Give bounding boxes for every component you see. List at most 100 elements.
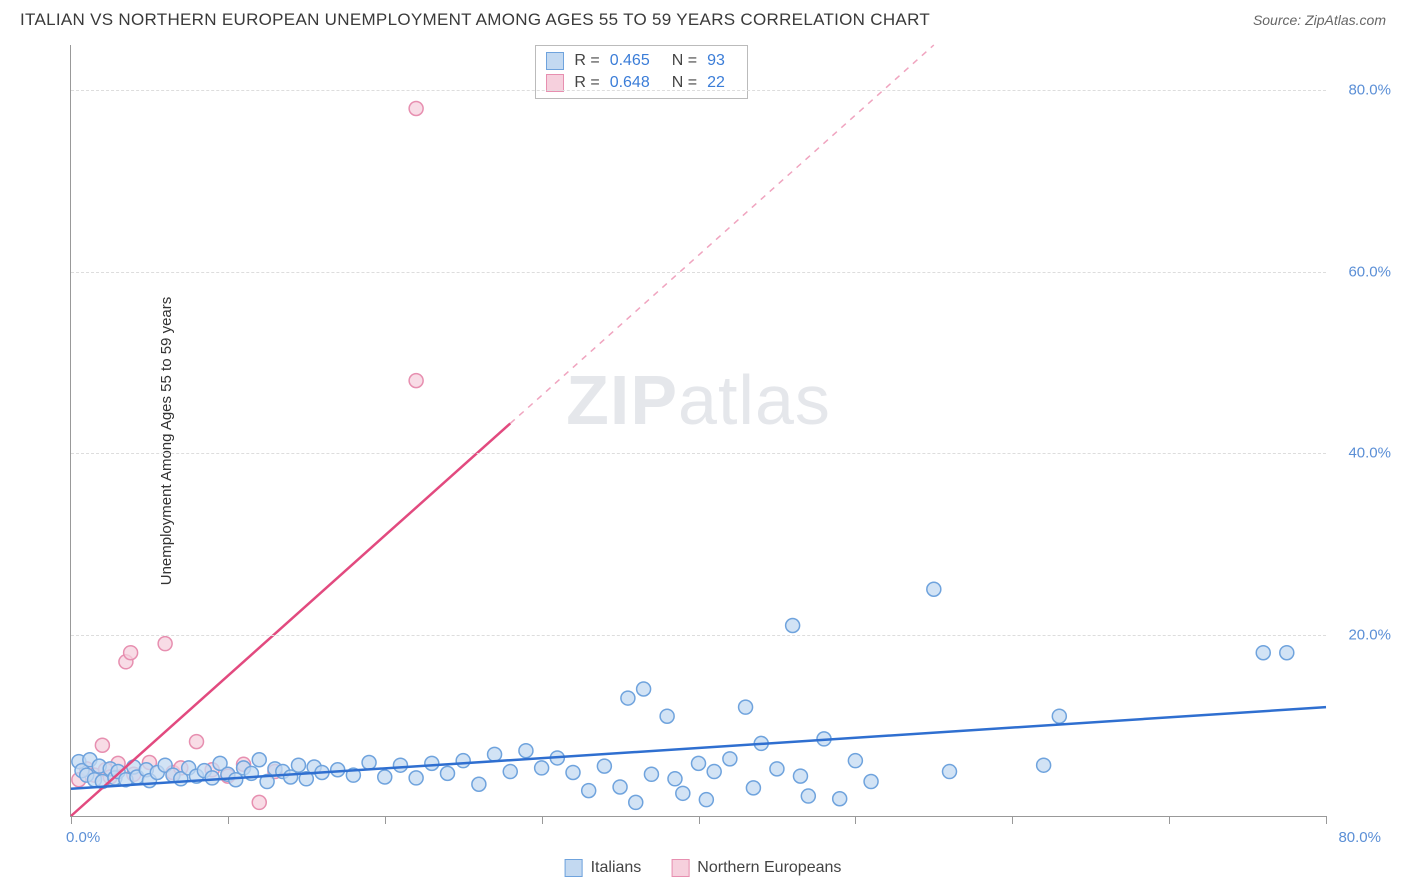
swatch-italians xyxy=(546,52,564,70)
data-point xyxy=(252,795,266,809)
r-value-italians: 0.465 xyxy=(610,52,650,70)
y-tick-label: 60.0% xyxy=(1348,263,1391,280)
data-point xyxy=(488,747,502,761)
stats-row-italians: R = 0.465 N = 93 xyxy=(546,50,737,72)
data-point xyxy=(441,766,455,780)
x-tick xyxy=(542,816,543,824)
gridline-horizontal xyxy=(71,453,1326,454)
chart-title: ITALIAN VS NORTHERN EUROPEAN UNEMPLOYMEN… xyxy=(20,10,930,30)
data-point xyxy=(331,763,345,777)
r-value-northern-europeans: 0.648 xyxy=(610,74,650,92)
data-point xyxy=(699,793,713,807)
data-point xyxy=(1037,758,1051,772)
data-point xyxy=(95,738,109,752)
source-attribution: Source: ZipAtlas.com xyxy=(1253,12,1386,28)
data-point xyxy=(362,755,376,769)
data-point xyxy=(1280,646,1294,660)
data-point xyxy=(644,767,658,781)
data-point xyxy=(1256,646,1270,660)
trend-line-dashed xyxy=(510,45,934,423)
data-point xyxy=(848,754,862,768)
data-point xyxy=(613,780,627,794)
bottom-legend: Italians Northern Europeans xyxy=(565,859,842,877)
n-value-italians: 93 xyxy=(707,52,725,70)
data-point xyxy=(456,754,470,768)
source-prefix: Source: xyxy=(1253,12,1305,28)
data-point xyxy=(943,765,957,779)
data-point xyxy=(629,795,643,809)
data-point xyxy=(707,765,721,779)
data-point xyxy=(660,709,674,723)
data-point xyxy=(535,761,549,775)
data-point xyxy=(409,101,423,115)
data-point xyxy=(409,771,423,785)
legend-item-northern-europeans: Northern Europeans xyxy=(671,859,841,877)
data-point xyxy=(739,700,753,714)
legend-item-italians: Italians xyxy=(565,859,642,877)
legend-swatch-italians xyxy=(565,859,583,877)
x-tick xyxy=(71,816,72,824)
data-point xyxy=(205,771,219,785)
origin-label: 0.0% xyxy=(66,829,100,846)
data-point xyxy=(291,758,305,772)
data-point xyxy=(409,374,423,388)
data-point xyxy=(864,775,878,789)
y-tick-label: 80.0% xyxy=(1348,82,1391,99)
data-point xyxy=(621,691,635,705)
gridline-horizontal xyxy=(71,635,1326,636)
swatch-northern-europeans xyxy=(546,74,564,92)
data-point xyxy=(519,744,533,758)
plot-box: ZIPatlas R = 0.465 N = 93 R = 0.648 N = … xyxy=(70,45,1326,817)
data-point xyxy=(566,765,580,779)
data-point xyxy=(927,582,941,596)
data-point xyxy=(378,770,392,784)
x-tick xyxy=(1012,816,1013,824)
x-tick xyxy=(1169,816,1170,824)
data-point xyxy=(833,792,847,806)
n-label-northern-europeans: N = xyxy=(672,74,697,92)
y-tick-label: 40.0% xyxy=(1348,445,1391,462)
x-tick xyxy=(855,816,856,824)
x-tick xyxy=(385,816,386,824)
data-point xyxy=(503,765,517,779)
data-point xyxy=(252,753,266,767)
legend-label-northern-europeans: Northern Europeans xyxy=(697,859,841,877)
legend-swatch-northern-europeans xyxy=(671,859,689,877)
data-point xyxy=(425,756,439,770)
data-point xyxy=(637,682,651,696)
legend-label-italians: Italians xyxy=(591,859,642,877)
data-point xyxy=(597,759,611,773)
data-point xyxy=(692,756,706,770)
chart-header: ITALIAN VS NORTHERN EUROPEAN UNEMPLOYMEN… xyxy=(0,0,1406,35)
trend-line xyxy=(71,423,510,816)
data-point xyxy=(668,772,682,786)
x-axis-max-label: 80.0% xyxy=(1338,829,1381,846)
n-value-northern-europeans: 22 xyxy=(707,74,725,92)
gridline-horizontal xyxy=(71,272,1326,273)
trend-line xyxy=(71,707,1326,789)
data-point xyxy=(124,646,138,660)
r-label-northern-europeans: R = xyxy=(574,74,599,92)
r-label-italians: R = xyxy=(574,52,599,70)
gridline-horizontal xyxy=(71,90,1326,91)
data-point xyxy=(158,637,172,651)
data-point xyxy=(190,735,204,749)
y-tick-label: 20.0% xyxy=(1348,626,1391,643)
x-tick xyxy=(228,816,229,824)
chart-area: Unemployment Among Ages 55 to 59 years Z… xyxy=(50,45,1326,837)
x-tick xyxy=(699,816,700,824)
data-point xyxy=(770,762,784,776)
n-label-italians: N = xyxy=(672,52,697,70)
source-name: ZipAtlas.com xyxy=(1305,12,1386,28)
data-point xyxy=(676,786,690,800)
data-point xyxy=(746,781,760,795)
data-point xyxy=(472,777,486,791)
data-point xyxy=(582,784,596,798)
scatter-plot-svg xyxy=(71,45,1326,816)
data-point xyxy=(393,758,407,772)
x-tick xyxy=(1326,816,1327,824)
data-point xyxy=(793,769,807,783)
data-point xyxy=(801,789,815,803)
data-point xyxy=(786,619,800,633)
data-point xyxy=(1052,709,1066,723)
